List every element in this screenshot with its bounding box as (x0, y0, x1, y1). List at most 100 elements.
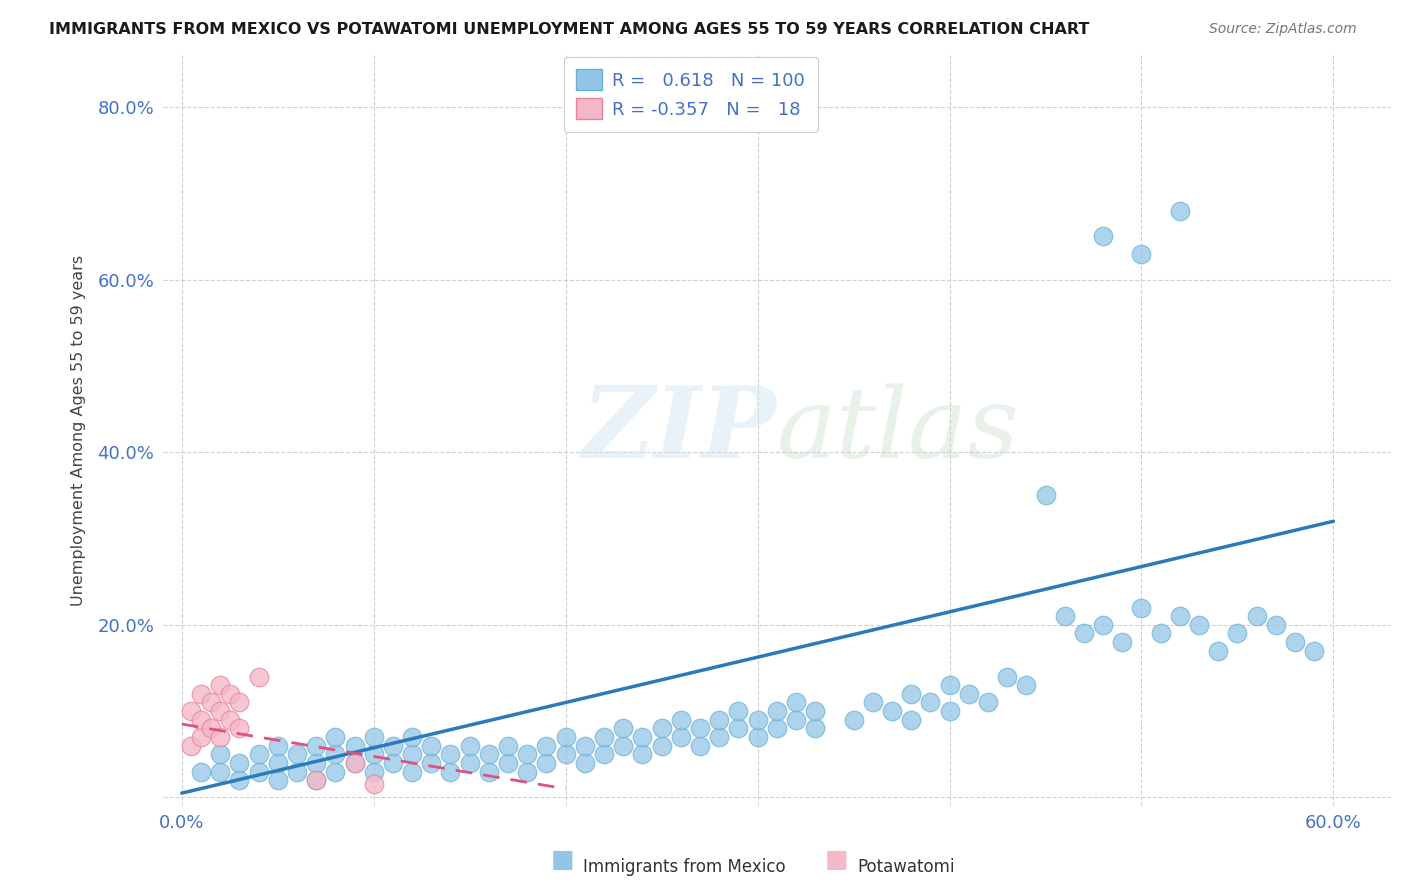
Point (363, 747, 385, 762)
Point (1130, 246, 1153, 260)
Point (1111, 635, 1133, 649)
Point (363, 730, 385, 744)
Point (1246, 609, 1268, 624)
Point (938, 704, 960, 718)
Point (1035, 488, 1057, 502)
Point (747, 713, 769, 727)
Point (689, 722, 711, 736)
Point (363, 764, 385, 779)
Point (1053, 609, 1076, 624)
Point (1226, 626, 1249, 640)
Point (574, 739, 596, 753)
Point (228, 696, 250, 710)
Point (190, 764, 212, 779)
Point (900, 687, 922, 701)
Point (1284, 635, 1306, 649)
Point (765, 704, 787, 718)
Point (920, 696, 942, 710)
Point (727, 722, 749, 736)
Point (842, 713, 865, 727)
Point (995, 670, 1018, 684)
Point (536, 756, 558, 770)
Point (1130, 600, 1153, 615)
Text: atlas: atlas (776, 383, 1019, 478)
Point (516, 764, 538, 779)
Point (669, 713, 692, 727)
Point (218, 687, 240, 701)
Point (305, 773, 328, 788)
Point (612, 739, 634, 753)
Point (747, 730, 769, 744)
Point (1015, 678, 1038, 692)
Point (1303, 643, 1326, 657)
Point (180, 739, 202, 753)
Point (285, 764, 308, 779)
Point (267, 773, 290, 788)
Point (209, 747, 232, 762)
Point (1150, 626, 1173, 640)
Text: Potawatomi: Potawatomi (858, 858, 955, 876)
Point (381, 756, 404, 770)
Point (209, 764, 232, 779)
Point (247, 764, 270, 779)
Point (305, 739, 328, 753)
Point (785, 696, 807, 710)
Point (765, 722, 787, 736)
Point (1092, 617, 1115, 632)
Point (574, 756, 596, 770)
Text: Source: ZipAtlas.com: Source: ZipAtlas.com (1209, 22, 1357, 37)
Point (228, 773, 250, 788)
Point (247, 670, 270, 684)
Point (190, 730, 212, 744)
Point (651, 739, 673, 753)
Point (496, 756, 519, 770)
Point (669, 730, 692, 744)
Point (1188, 617, 1211, 632)
Y-axis label: Unemployment Among Ages 55 to 59 years: Unemployment Among Ages 55 to 59 years (72, 255, 86, 607)
Point (401, 730, 423, 744)
Point (478, 747, 501, 762)
Point (458, 756, 481, 770)
Point (305, 756, 328, 770)
Point (709, 713, 731, 727)
Point (209, 730, 232, 744)
Point (612, 722, 634, 736)
Text: ■: ■ (551, 848, 574, 872)
Point (209, 704, 232, 718)
Point (496, 739, 519, 753)
Point (200, 696, 222, 710)
Point (267, 756, 290, 770)
Point (323, 730, 346, 744)
Point (343, 756, 366, 770)
Legend: R =   0.618   N = 100, R = -0.357   N =   18: R = 0.618 N = 100, R = -0.357 N = 18 (564, 57, 818, 132)
Point (420, 739, 443, 753)
Point (880, 704, 903, 718)
Point (363, 777, 385, 791)
Point (785, 713, 807, 727)
Point (651, 722, 673, 736)
Point (1168, 203, 1191, 218)
Point (804, 704, 827, 718)
Point (343, 756, 366, 770)
Point (267, 739, 290, 753)
Point (593, 730, 616, 744)
Point (209, 678, 232, 692)
Point (247, 747, 270, 762)
Point (478, 764, 501, 779)
Point (1073, 626, 1095, 640)
Point (709, 730, 731, 744)
Point (631, 747, 654, 762)
Point (458, 739, 481, 753)
Point (401, 764, 423, 779)
Point (938, 678, 960, 692)
Point (228, 722, 250, 736)
Text: ZIP: ZIP (582, 383, 776, 479)
Point (305, 773, 328, 788)
Point (439, 764, 461, 779)
Point (516, 747, 538, 762)
Point (190, 713, 212, 727)
Point (343, 739, 366, 753)
Point (228, 756, 250, 770)
Point (804, 722, 827, 736)
Point (1168, 609, 1191, 624)
